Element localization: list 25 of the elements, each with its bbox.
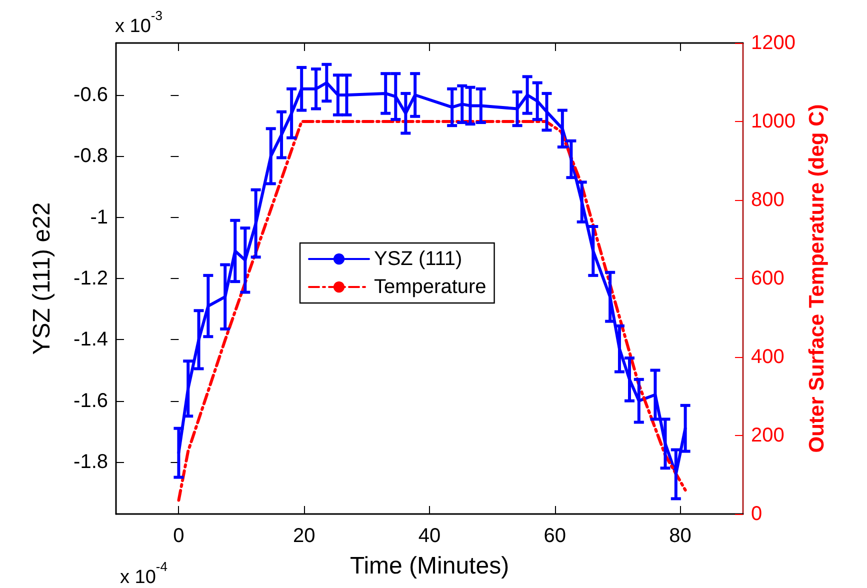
legend-label: YSZ (111) [374,248,462,270]
y2-axis-title: Outer Surface Temperature (deg C) [805,104,828,453]
y-tick-label: -1.6 [74,390,108,412]
y2-tick-label: 600 [751,268,784,290]
y2-tick-label: 800 [751,189,784,211]
y2-tick-label: 200 [751,424,784,446]
y-tick-label: -1.2 [74,268,108,290]
x-tick-label: 40 [418,525,441,547]
x-tick-label: 60 [544,525,566,547]
y2-tick-label: 1000 [751,110,796,132]
y2-tick-label: 400 [751,346,784,368]
y-tick-label: -1 [90,206,108,228]
legend-label: Temperature [374,276,486,298]
y2-tick-label: 1200 [751,32,796,54]
y-tick-label: -0.8 [74,145,108,168]
y-axis-title: YSZ (111) e22 [28,202,56,355]
y2-tick-label: 0 [751,503,762,525]
y-tick-label: -1.4 [74,328,108,351]
x-tick-label: 0 [173,525,184,547]
x-tick-label: 20 [292,525,316,547]
y-tick-label: -0.6 [74,84,108,106]
x-axis-title: Time (Minutes) [350,552,510,580]
x-tick-label: 80 [669,525,692,547]
y-tick-label: -1.8 [74,451,108,474]
line-series [177,120,687,502]
